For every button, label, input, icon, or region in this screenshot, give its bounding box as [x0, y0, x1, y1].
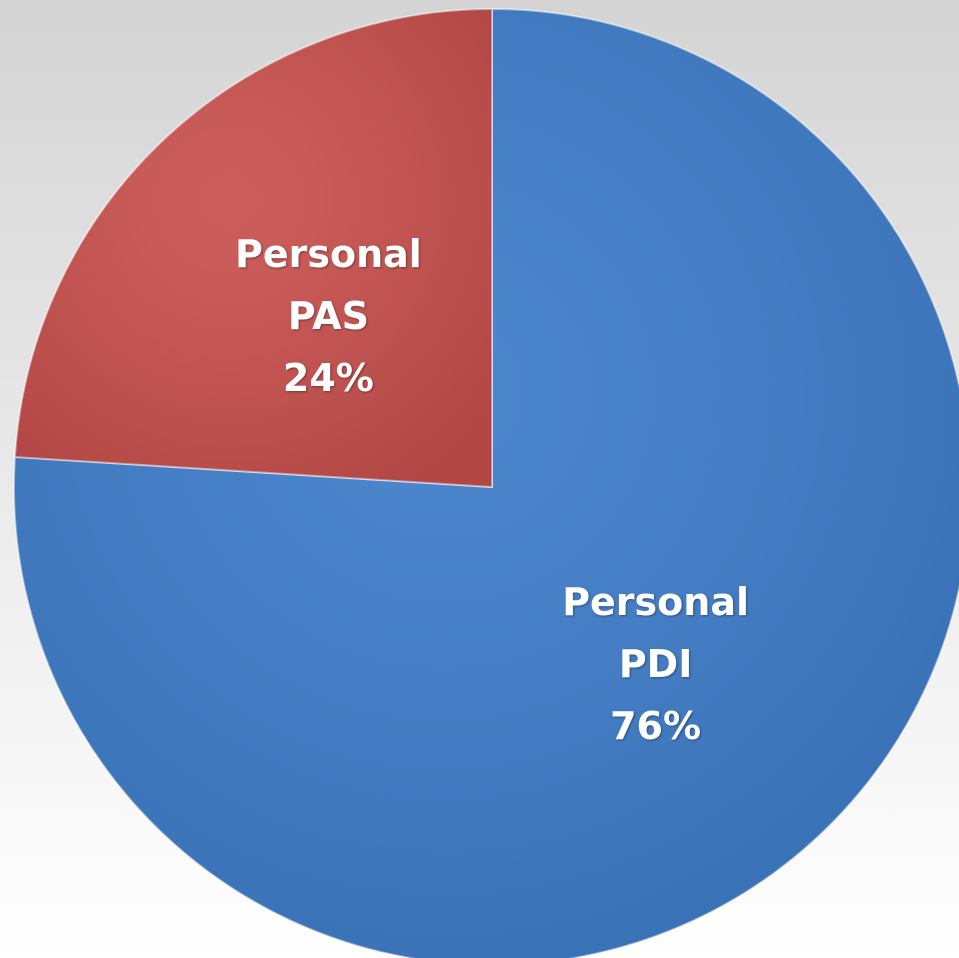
- slice-value: 76%: [610, 704, 702, 749]
- slice-value: 24%: [282, 355, 374, 400]
- slice-shade: [14, 9, 959, 958]
- slice-label: Personal PDI: [562, 580, 749, 687]
- slice-label: Personal PAS: [234, 231, 422, 338]
- slice-shade: [14, 9, 492, 487]
